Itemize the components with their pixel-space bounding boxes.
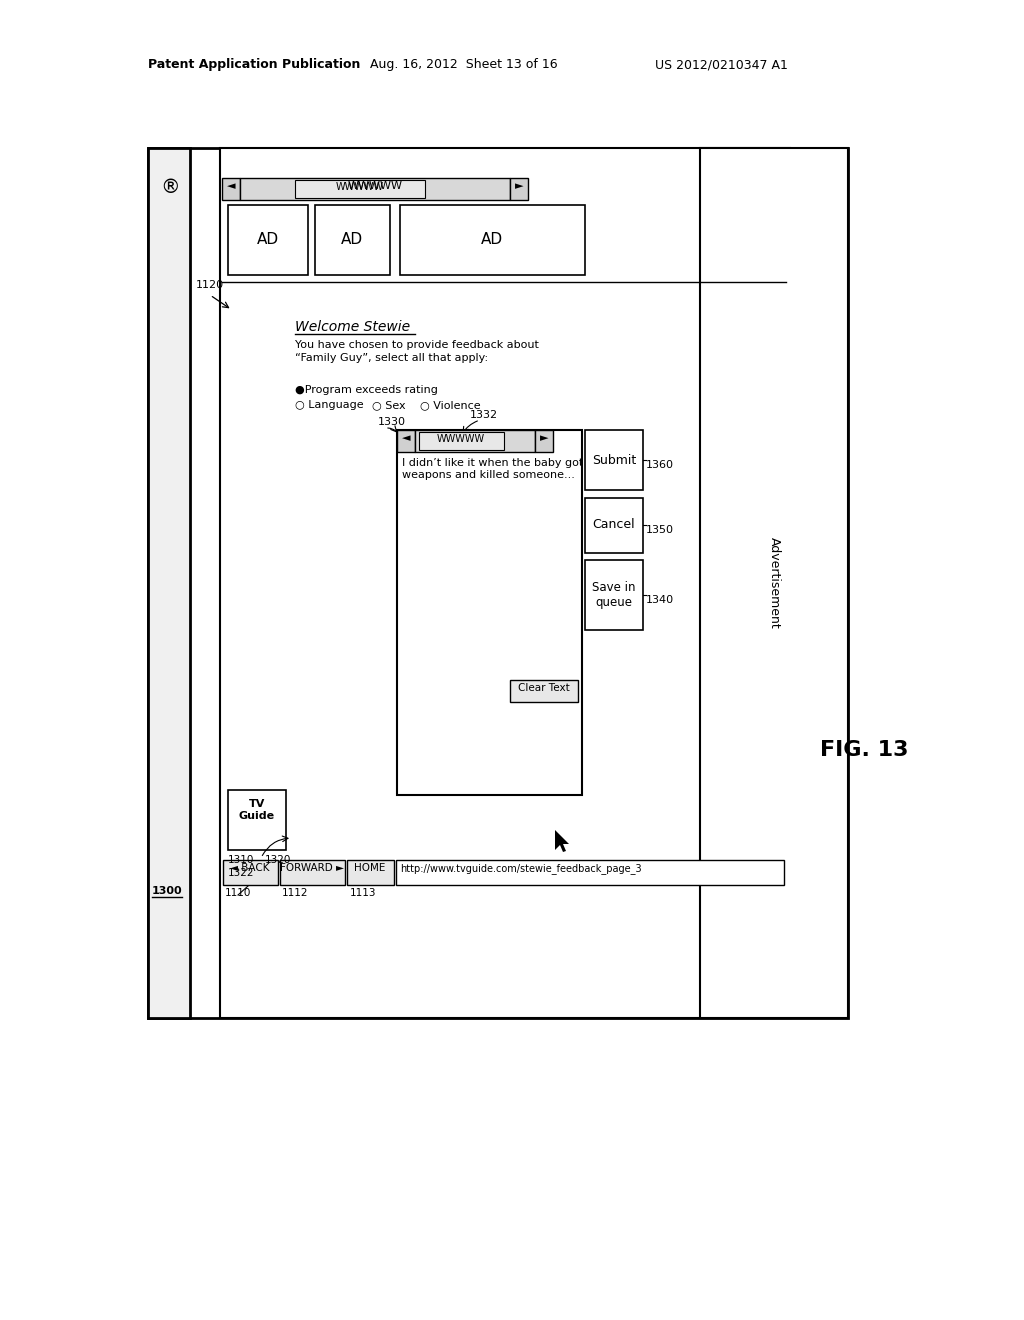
Text: Clear Text: Clear Text [518, 682, 570, 693]
Bar [228, 789, 286, 850]
Text: ◄ BACK: ◄ BACK [230, 863, 269, 873]
Text: FIG. 13: FIG. 13 [820, 741, 908, 760]
Text: WWWWW: WWWWW [336, 182, 384, 191]
Text: 1300: 1300 [152, 886, 182, 896]
Text: 1120: 1120 [196, 280, 224, 290]
Text: ◄: ◄ [401, 433, 411, 444]
Text: ►: ► [515, 181, 523, 191]
Polygon shape [555, 830, 569, 851]
Text: Submit: Submit [592, 454, 636, 466]
Text: http://www.tvguide.com/stewie_feedback_page_3: http://www.tvguide.com/stewie_feedback_p… [400, 863, 642, 874]
Bar [280, 861, 345, 884]
Bar [415, 430, 535, 451]
Text: ○ Violence: ○ Violence [420, 400, 480, 411]
Text: 1330: 1330 [378, 417, 406, 426]
Bar [223, 861, 278, 884]
Text: Patent Application Publication: Patent Application Publication [148, 58, 360, 71]
Text: ○ Language: ○ Language [295, 400, 364, 411]
Bar [585, 498, 643, 553]
Bar [347, 861, 394, 884]
Text: 1332: 1332 [470, 411, 498, 420]
Text: 1360: 1360 [646, 459, 674, 470]
Text: Welcome Stewie: Welcome Stewie [295, 319, 411, 334]
Text: WWWWW: WWWWW [437, 434, 485, 444]
Bar [396, 861, 784, 884]
Text: ®: ® [160, 178, 180, 197]
Text: Advertisement: Advertisement [768, 537, 780, 628]
Bar [315, 205, 390, 275]
Bar [510, 178, 528, 201]
Text: FORWARD ►: FORWARD ► [280, 863, 344, 873]
Bar [222, 178, 240, 201]
Text: WWWWW: WWWWW [347, 181, 402, 191]
Bar [397, 430, 582, 795]
Text: 1334: 1334 [398, 762, 426, 772]
Bar [295, 180, 425, 198]
Text: Save in
queue: Save in queue [592, 581, 636, 609]
Bar [535, 430, 553, 451]
Text: I didn’t like it when the baby got
weapons and killed someone...: I didn’t like it when the baby got weapo… [402, 458, 584, 479]
Text: “Family Guy”, select all that apply:: “Family Guy”, select all that apply: [295, 352, 488, 363]
Text: You have chosen to provide feedback about: You have chosen to provide feedback abou… [295, 341, 539, 350]
Text: AD: AD [341, 232, 364, 248]
Bar [148, 148, 190, 1018]
Text: 1320: 1320 [265, 855, 292, 865]
Bar [148, 148, 848, 1018]
Text: ○ Sex: ○ Sex [372, 400, 406, 411]
Text: ►: ► [540, 433, 548, 444]
Bar [228, 205, 308, 275]
Text: Aug. 16, 2012  Sheet 13 of 16: Aug. 16, 2012 Sheet 13 of 16 [370, 58, 558, 71]
Bar [700, 148, 848, 1018]
Bar [240, 178, 510, 201]
Text: US 2012/0210347 A1: US 2012/0210347 A1 [655, 58, 787, 71]
Text: TV
Guide: TV Guide [239, 799, 275, 821]
Text: AD: AD [257, 232, 280, 248]
Text: 1112: 1112 [282, 888, 308, 898]
Text: ◄: ◄ [226, 181, 236, 191]
Bar [400, 205, 585, 275]
Text: 1322: 1322 [228, 869, 255, 878]
Text: 1310: 1310 [228, 855, 254, 865]
Bar [220, 148, 790, 1018]
Text: ●Program exceeds rating: ●Program exceeds rating [295, 385, 438, 395]
Text: 1113: 1113 [350, 888, 377, 898]
Text: Cancel: Cancel [593, 519, 635, 532]
Bar [510, 680, 578, 702]
Bar [585, 430, 643, 490]
Bar [419, 432, 504, 450]
Text: 1350: 1350 [646, 525, 674, 535]
Text: HOME: HOME [354, 863, 386, 873]
Text: AD: AD [481, 232, 503, 248]
Bar [585, 560, 643, 630]
Text: 1340: 1340 [646, 595, 674, 605]
Bar [397, 430, 415, 451]
Text: 1110: 1110 [225, 888, 251, 898]
